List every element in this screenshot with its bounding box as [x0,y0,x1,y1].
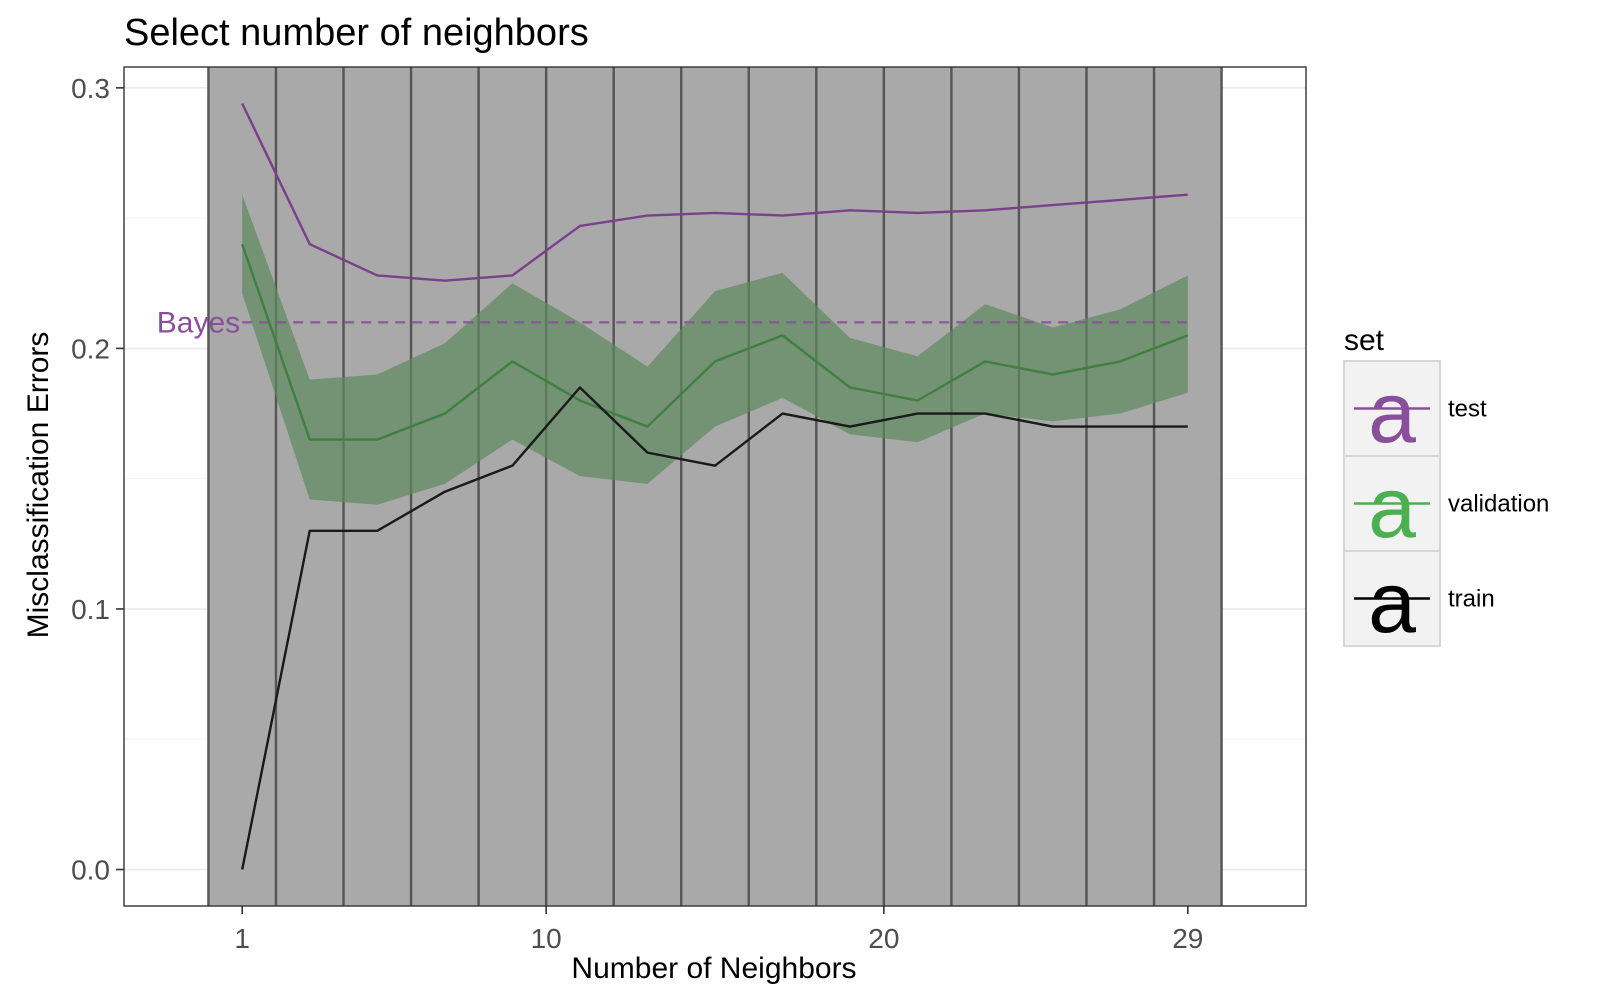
validation-ribbon [242,194,1188,505]
legend-label-validation: validation [1448,491,1549,518]
legend-label-test: test [1448,396,1487,423]
plot-area: Bayes 0.0 0.1 0.2 0.3 1 10 20 29 [71,66,1307,954]
x-tick-label: 29 [1172,923,1203,954]
legend-glyph-test: a [1368,365,1416,461]
vertical-band [613,67,682,906]
vertical-band [951,67,1019,906]
vertical-band [748,67,817,906]
y-tick-label: 0.1 [71,594,110,625]
legend: a test a validation a train [1343,360,1549,651]
vertical-band [208,67,276,906]
series-line-train [241,386,1188,870]
vertical-band [1154,67,1222,906]
x-tick-label: 20 [868,923,899,954]
series-line-test [241,102,1188,282]
legend-glyph-validation: a [1368,460,1416,556]
vertical-band [546,67,614,906]
y-tick-label: 0.0 [71,855,110,886]
chart-title: Select number of neighbors [124,12,589,54]
panel-border [123,66,1307,907]
series-line-validation [241,243,1189,441]
vertical-band [816,67,884,906]
legend-glyph-train: a [1368,555,1416,651]
x-axis-label: Number of Neighbors [571,952,856,985]
x-tick-label: 10 [531,923,562,954]
vertical-band [1086,67,1155,906]
y-tick-label: 0.3 [71,73,110,104]
vertical-band [883,67,952,906]
legend-label-train: train [1448,586,1495,613]
x-tick-label: 1 [234,923,250,954]
y-tick-label: 0.2 [71,333,110,364]
vertical-band [1018,67,1087,906]
legend-title: set [1344,324,1385,357]
bayes-label: Bayes [157,306,240,339]
vertical-band [681,67,749,906]
vertical-band [478,67,547,906]
y-axis-label: Misclassification Errors [22,332,55,639]
